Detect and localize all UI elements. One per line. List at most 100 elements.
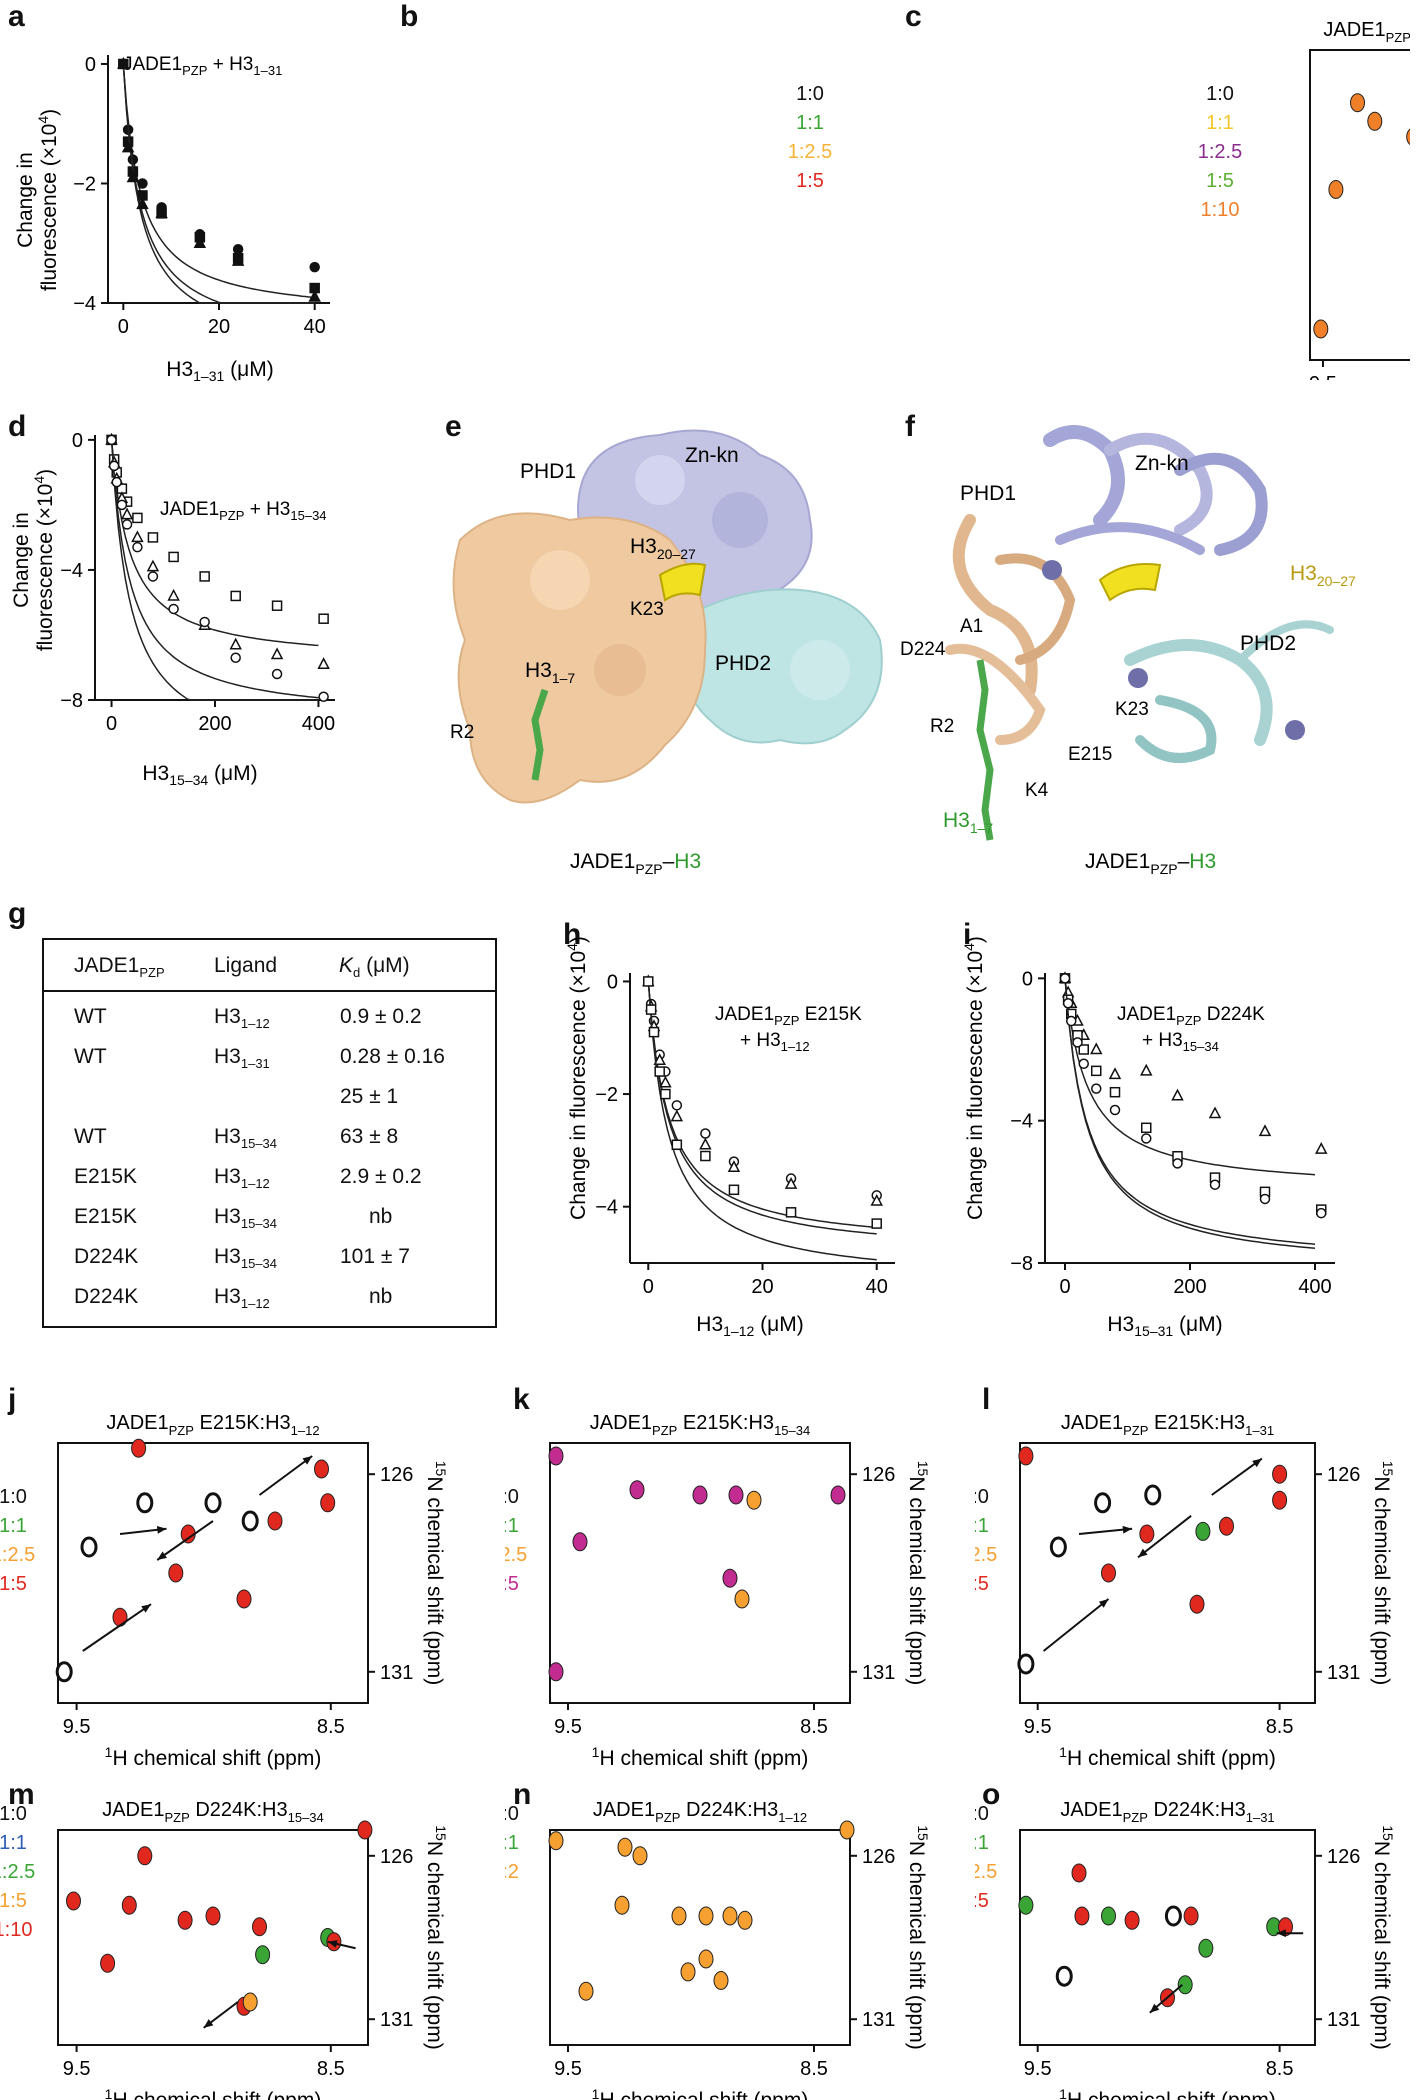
legend-ratio: 1:2.5 xyxy=(505,1544,527,1566)
nmr-peak xyxy=(1017,1653,1035,1675)
cell-ligand: H315–34 xyxy=(214,1125,278,1152)
spectrum-frame xyxy=(1019,1442,1316,1704)
data-point-square xyxy=(199,571,210,582)
data-point-triangle xyxy=(1171,1088,1184,1101)
data-point-square xyxy=(230,590,241,602)
arrow-head xyxy=(203,2019,214,2028)
panel-h-title2: + H31–12 xyxy=(740,1030,810,1054)
nmr-peak xyxy=(357,1820,373,1840)
arrow-head xyxy=(1138,1548,1148,1558)
panel-d-marks xyxy=(105,432,330,702)
h3-helix-yellow xyxy=(1098,563,1162,602)
y-tick-label: 131 xyxy=(1327,2009,1360,2031)
legend-ratio: 1:0 xyxy=(975,1486,989,1508)
fluor-ylabel: Change in fluorescence (×104) xyxy=(14,109,61,291)
x-tick-label: 8.5 xyxy=(317,1716,345,1738)
data-point-square xyxy=(318,613,329,624)
nmr-title: JADE1PZP D224K:H31–31 xyxy=(1060,1799,1274,1825)
svg-text:fluorescence (×104): fluorescence (×104) xyxy=(31,469,57,651)
nmr-peak xyxy=(1367,111,1383,131)
legend-ratio: 1:2 xyxy=(505,1861,519,1883)
data-point-circle xyxy=(108,460,120,472)
panel-d-axes: 0 −4 −8 0 200 400 xyxy=(60,430,335,735)
cell-ligand: H31–12 xyxy=(214,1005,270,1032)
data-point-triangle xyxy=(653,1053,666,1066)
nmr-peak xyxy=(1164,1905,1182,1927)
cell-kd: 2.9 ± 0.2 xyxy=(340,1165,422,1188)
cell-kd: 0.9 ± 0.2 xyxy=(340,1005,422,1028)
nmr-peak xyxy=(728,1485,744,1505)
legend-ratio: 1:0 xyxy=(0,1803,27,1825)
data-point-triangle xyxy=(870,1193,883,1206)
x-axis-label: 1H chemical shift (ppm) xyxy=(105,1744,322,1770)
y-tick-label: 131 xyxy=(380,1662,413,1684)
label-k23: K23 xyxy=(630,599,664,620)
y-tick-label: −8 xyxy=(1010,1253,1033,1275)
y-tick-label: 0 xyxy=(85,54,96,76)
nmr-title: JADE1PZP D224K:H315–34 xyxy=(102,1799,324,1825)
data-point-triangle xyxy=(270,647,284,660)
data-point-circle xyxy=(132,541,143,553)
cell-ligand: H315–34 xyxy=(214,1245,278,1272)
data-point-circle xyxy=(1259,1193,1271,1205)
data-point-triangle xyxy=(670,1109,684,1122)
y-tick-label: 131 xyxy=(1327,1662,1360,1684)
nmr-peak xyxy=(698,1949,714,1969)
legend-ratio: 1:1 xyxy=(505,1515,519,1537)
label-a1: A1 xyxy=(960,616,983,637)
label-h3-20-27: H320–27 xyxy=(1290,562,1356,589)
cell-protein: E215K xyxy=(74,1205,138,1228)
data-point-circle xyxy=(1209,1179,1221,1190)
data-point-triangle xyxy=(1258,1124,1272,1137)
panel-label-g: g xyxy=(8,897,27,930)
data-point-circle xyxy=(168,603,179,615)
nmr-peak xyxy=(830,1485,846,1505)
panel-label-e: e xyxy=(445,410,462,443)
nmr-peak xyxy=(320,1493,336,1513)
cell-ligand: H31–31 xyxy=(214,1045,270,1072)
panel-label-m: m xyxy=(8,1778,35,1811)
nmr-peak xyxy=(1195,1521,1211,1541)
data-point-triangle xyxy=(193,236,207,248)
x-axis-label: 1H chemical shift (ppm) xyxy=(105,2086,322,2100)
panel-j-nmr: JADE1PZP E215K:H31–12 9.5 8.5 126 131 1H chem… xyxy=(0,1412,449,1770)
ribbon-phd1 xyxy=(945,514,1076,745)
svg-text:Change in: Change in xyxy=(14,152,37,248)
data-point-circle xyxy=(1316,1207,1327,1219)
data-point-square xyxy=(728,1184,740,1196)
shift-arrow xyxy=(156,1520,214,1561)
panel-a-marks xyxy=(117,56,321,304)
data-point-square xyxy=(1078,1044,1089,1055)
cell-protein: WT xyxy=(74,1005,107,1028)
nmr-peak xyxy=(746,1490,762,1510)
label-r2: R2 xyxy=(450,722,474,743)
fit-curve xyxy=(122,63,315,299)
y-tick-label: 131 xyxy=(862,2009,895,2031)
nmr-peak xyxy=(1406,128,1410,146)
data-point-circle xyxy=(230,652,241,663)
y-tick-label: 126 xyxy=(380,1464,413,1486)
zinc-ion-3 xyxy=(1285,720,1305,740)
shift-arrow xyxy=(258,1455,313,1496)
data-point-triangle xyxy=(784,1177,798,1189)
label-h3-1-7: H31–7 xyxy=(943,809,993,836)
header-ligand: Ligand xyxy=(214,954,278,977)
nmr-peak xyxy=(80,1536,98,1558)
fit-curve xyxy=(1064,978,1316,1245)
panel-label-j: j xyxy=(8,1383,17,1416)
data-point-square xyxy=(1091,1065,1102,1077)
nmr-peak xyxy=(255,1945,271,1965)
nmr-peak xyxy=(713,1971,729,1990)
fluor-ylabel: Change in fluorescence (×104) xyxy=(10,469,57,651)
x-tick-label: 0 xyxy=(643,1276,654,1298)
data-point-triangle xyxy=(117,56,130,69)
panel-o-nmr: JADE1PZP D224K:H31–31 9.5 8.5 126 131 1H chem… xyxy=(975,1799,1396,2100)
nmr-peak xyxy=(548,1662,564,1682)
nmr-peak xyxy=(100,1953,116,1973)
y-tick-label: −8 xyxy=(60,690,83,712)
legend-ratio: 1:1 xyxy=(975,1832,989,1854)
data-point-triangle xyxy=(167,588,180,601)
legend-ratio: 1:1 xyxy=(975,1515,989,1537)
header-kd: Kd (μM) xyxy=(339,954,410,981)
legend-ratio: 1:5 xyxy=(796,170,824,192)
